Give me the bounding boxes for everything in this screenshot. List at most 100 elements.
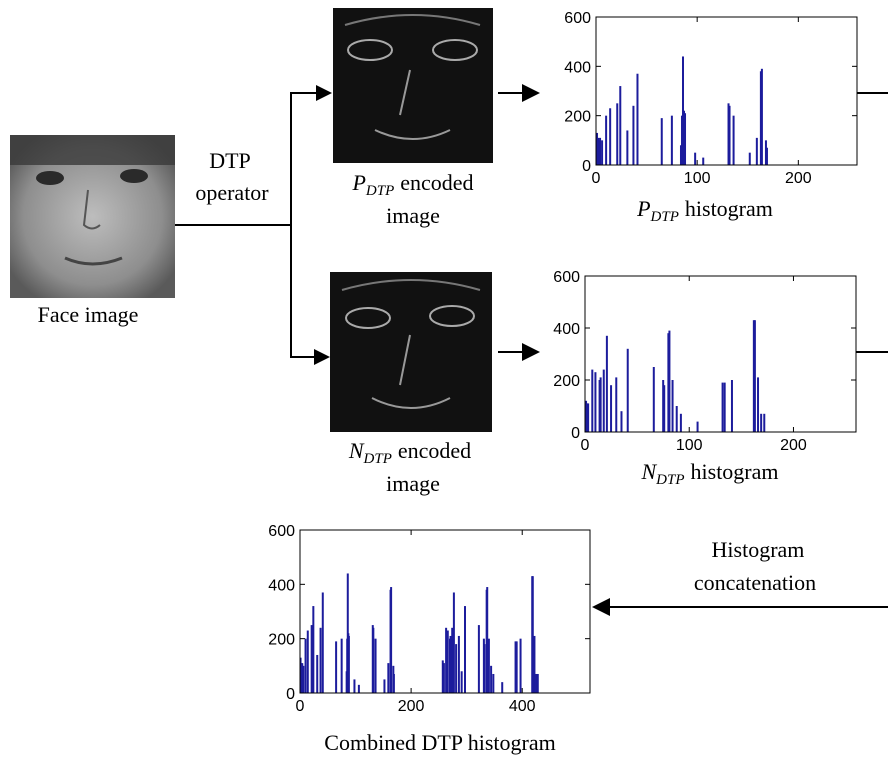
bar (460, 671, 463, 693)
bar (615, 377, 618, 432)
bar (310, 625, 313, 693)
bar (727, 103, 730, 165)
bar (387, 663, 390, 693)
operator-label: operator (195, 180, 269, 205)
plot-frame (584, 275, 857, 433)
bar (626, 348, 629, 432)
bar (696, 421, 699, 432)
y-tick-label: 400 (564, 59, 591, 76)
bar (609, 108, 612, 165)
y-tick-label: 600 (564, 10, 591, 27)
bar (620, 411, 623, 432)
x-tick-label: 0 (581, 437, 590, 454)
y-tick-label: 200 (268, 632, 295, 649)
bar (652, 367, 655, 432)
concat-label: concatenation (694, 570, 816, 595)
y-tick-label: 400 (553, 321, 580, 338)
bar (392, 673, 395, 693)
bar (728, 105, 731, 165)
y-tick-label: 400 (268, 577, 295, 594)
x-tick-label: 200 (785, 170, 812, 187)
bar (531, 576, 534, 693)
bar (445, 627, 448, 693)
face-label: Face image (38, 302, 139, 327)
bar (619, 86, 622, 165)
bar (464, 606, 466, 693)
plot-frame (299, 529, 591, 694)
n-encoded-label: NDTP encoded (348, 438, 471, 467)
bar (764, 140, 767, 165)
x-tick-label: 200 (780, 437, 807, 454)
x-tick-label: 0 (296, 698, 305, 715)
symbol: N (348, 438, 365, 463)
chart-title: PDTP histogram (636, 196, 773, 225)
bar (483, 644, 486, 693)
x-tick-label: 400 (509, 698, 536, 715)
bar (667, 333, 670, 432)
x-tick-label: 100 (676, 437, 703, 454)
title-text: histogram (685, 196, 773, 221)
bar (632, 105, 635, 165)
bar (760, 413, 763, 432)
bar (536, 673, 539, 693)
bar (671, 380, 674, 432)
bar (455, 644, 458, 693)
bar (486, 587, 489, 693)
bar (702, 157, 705, 165)
bar (357, 684, 360, 693)
n-encoded-image (330, 272, 492, 432)
subscript: DTP (365, 183, 394, 199)
bar (319, 627, 322, 693)
bar (585, 400, 588, 432)
bar (490, 665, 493, 693)
connectors (175, 84, 888, 616)
bar (732, 115, 735, 165)
bar (679, 145, 682, 165)
symbol: N (640, 459, 657, 484)
chart-title: NDTP histogram (640, 459, 778, 488)
bar (587, 403, 590, 432)
bar (730, 380, 733, 432)
bar (757, 377, 760, 432)
symbol: P (351, 170, 365, 195)
bar (477, 625, 480, 693)
y-tick-label: 600 (268, 523, 295, 540)
subscript: DTP (363, 451, 392, 467)
bar (535, 673, 538, 693)
y-tick-label: 0 (286, 686, 295, 703)
bar (755, 137, 758, 165)
bar (626, 130, 629, 165)
bar (594, 372, 597, 432)
bar (586, 403, 589, 432)
y-tick-label: 0 (571, 425, 580, 442)
bar (514, 641, 517, 693)
bar (602, 369, 605, 432)
bar (591, 369, 594, 432)
bar (306, 630, 309, 693)
bar (760, 68, 763, 165)
bar (597, 137, 600, 165)
n-encoded-label: image (386, 471, 440, 496)
bar (312, 606, 315, 693)
x-tick-label: 100 (684, 170, 711, 187)
p-encoded-label: image (386, 203, 440, 228)
concat-label: Histogram (712, 537, 805, 562)
bar (636, 73, 639, 165)
bar (515, 641, 518, 693)
bar (374, 638, 377, 693)
bar (765, 147, 768, 165)
bar (487, 638, 490, 693)
histogram: 0 200 400 600 0 100 200 PDTP histogram (564, 10, 858, 225)
bar (605, 115, 608, 165)
bar (675, 406, 678, 432)
bar (752, 320, 755, 432)
bar (492, 673, 495, 693)
bar (452, 592, 455, 693)
bar (605, 335, 608, 432)
bar (763, 413, 766, 432)
bar (519, 638, 522, 693)
label-text: encoded (398, 438, 471, 463)
bar (340, 638, 343, 693)
bar (347, 635, 350, 693)
